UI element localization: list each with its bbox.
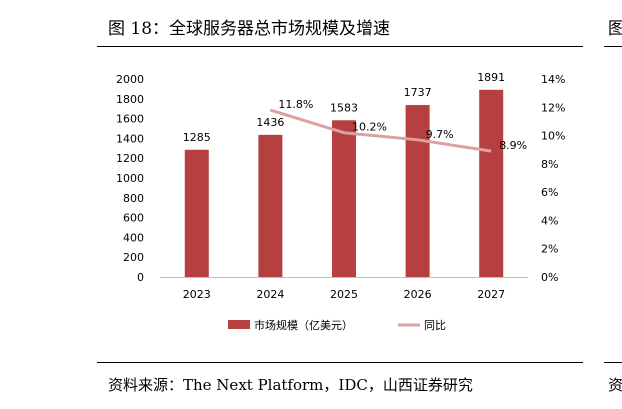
y-left-tick-label: 2000 xyxy=(116,73,144,86)
legend-bar-label: 市场规模（亿美元） xyxy=(254,318,353,332)
line-data-label: 8.9% xyxy=(499,139,527,152)
y-right-tick-label: 8% xyxy=(541,158,558,171)
y-left-tick-label: 1400 xyxy=(116,132,144,145)
bar-data-label: 1583 xyxy=(330,101,358,114)
bar xyxy=(184,149,209,277)
y-right-tick-label: 6% xyxy=(541,186,558,199)
x-tick-label: 2024 xyxy=(256,288,284,301)
y-left-tick-label: 600 xyxy=(123,212,144,225)
bar xyxy=(332,120,356,278)
title-rule-next-column xyxy=(604,46,622,47)
line-data-label: 11.8% xyxy=(278,98,313,111)
y-right-tick-label: 12% xyxy=(541,101,565,114)
x-tick-label: 2026 xyxy=(404,288,432,301)
source-note: 资料来源：The Next Platform，IDC，山西证券研究 xyxy=(108,376,473,394)
next-column-title-fragment: 图 xyxy=(608,19,622,39)
y-left-tick-label: 1600 xyxy=(116,113,144,126)
y-right-tick-label: 4% xyxy=(541,214,558,227)
y-left-tick-label: 200 xyxy=(123,251,144,264)
y-left-tick-label: 0 xyxy=(137,271,144,284)
growth-line xyxy=(269,108,492,153)
bar-data-label: 1891 xyxy=(477,71,505,84)
bar-data-label: 1737 xyxy=(404,86,432,99)
y-left-tick-label: 1000 xyxy=(116,172,144,185)
bar xyxy=(258,134,283,277)
y-right-tick-label: 14% xyxy=(541,73,565,86)
y-left-tick-label: 1800 xyxy=(116,93,144,106)
y-left-tick-label: 800 xyxy=(123,192,144,205)
line-data-label: 9.7% xyxy=(426,128,454,141)
source-rule-next-column xyxy=(604,362,622,363)
y-left-tick-label: 400 xyxy=(123,231,144,244)
y-right-tick-label: 10% xyxy=(541,130,565,143)
bar-data-label: 1285 xyxy=(183,131,211,144)
legend-bar-swatch xyxy=(228,320,250,329)
bar xyxy=(405,105,430,277)
y-right-tick-label: 0% xyxy=(541,271,558,284)
legend-line-label: 同比 xyxy=(424,319,446,332)
x-tick-label: 2027 xyxy=(477,288,505,301)
y-right-tick-label: 2% xyxy=(541,243,558,256)
title-rule xyxy=(97,46,583,47)
x-tick-label: 2025 xyxy=(330,288,358,301)
bar xyxy=(479,89,504,277)
next-column-source-fragment: 资 xyxy=(608,376,622,394)
y-left-tick-label: 1200 xyxy=(116,152,144,165)
source-rule xyxy=(97,362,583,363)
x-tick-label: 2023 xyxy=(183,288,211,301)
bar-data-label: 1436 xyxy=(256,116,284,129)
figure-title: 图 18：全球服务器总市场规模及增速 xyxy=(108,19,391,39)
line-data-label: 10.2% xyxy=(352,121,387,134)
